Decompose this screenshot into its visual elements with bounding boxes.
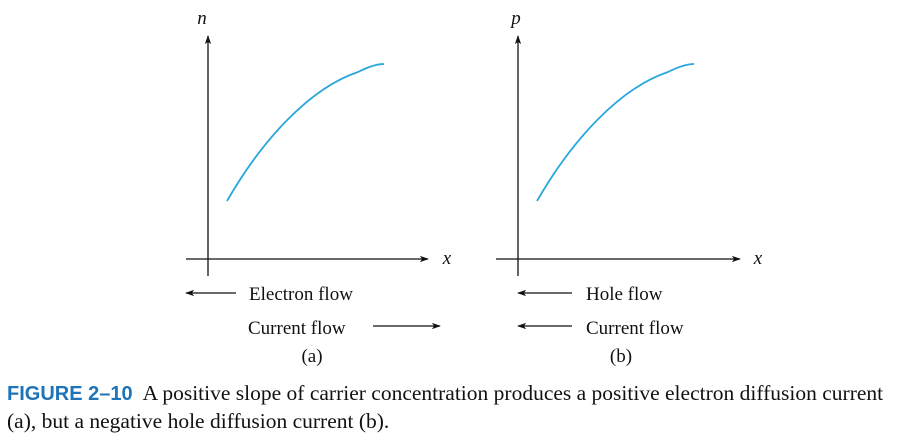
panel-b-current-label: Current flow <box>586 318 684 339</box>
panel-a-flow-label: Electron flow <box>249 284 353 305</box>
panel-b-y-axis-label: p <box>509 8 521 29</box>
panel-a-current-label: Current flow <box>248 318 346 339</box>
panel-b-flow-label: Hole flow <box>586 284 663 305</box>
panel-a-x-axis-label: x <box>442 248 452 269</box>
diffusion-diagram: n x Electron flow Current flow (a) p x H… <box>185 8 763 367</box>
panel-a-label: (a) <box>301 346 322 367</box>
figure-caption: FIGURE 2–10 A positive slope of carrier c… <box>7 380 891 435</box>
panel-b-label: (b) <box>610 346 632 367</box>
panel-b-x-axis-label: x <box>753 248 763 269</box>
panel-a-y-axis-label: n <box>197 8 207 29</box>
figure-number: FIGURE 2–10 <box>7 383 133 405</box>
panel-b-concentration-curve <box>536 63 695 202</box>
caption-text: A positive slope of carrier concentratio… <box>7 381 884 433</box>
panel-b: p x Hole flow Current flow (b) <box>496 8 763 367</box>
panel-a-concentration-curve <box>226 63 385 202</box>
panel-a: n x Electron flow Current flow (a) <box>185 8 452 367</box>
